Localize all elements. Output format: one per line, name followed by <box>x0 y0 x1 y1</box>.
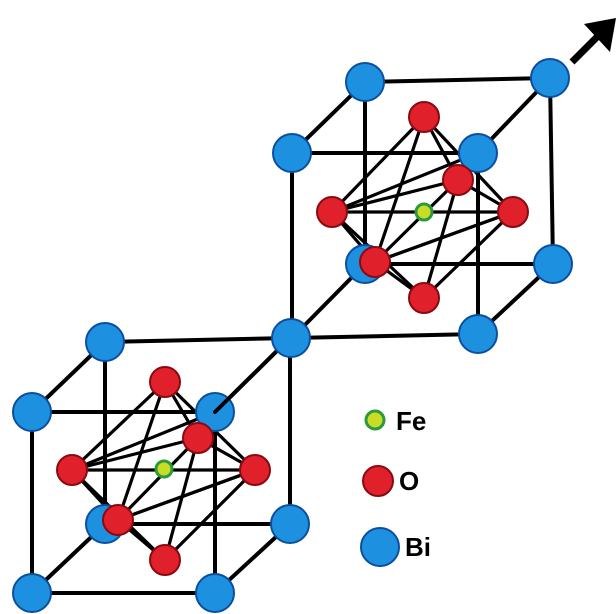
legend-label-o: O <box>399 466 419 496</box>
bi-atom-shared-corner <box>271 318 311 358</box>
o-atom <box>149 544 181 576</box>
o-atom <box>149 366 181 398</box>
o-atom <box>102 504 134 536</box>
legend-item-bi: Bi <box>360 527 431 567</box>
bi-atom <box>458 314 498 354</box>
o-atom <box>408 282 440 314</box>
bi-atom <box>533 244 573 284</box>
o-atom <box>239 454 271 486</box>
bi-atom <box>195 573 235 613</box>
legend: Fe O Bi <box>360 406 431 567</box>
legend-label-fe: Fe <box>396 406 426 436</box>
bi-atom <box>345 62 385 102</box>
bi-atom <box>85 322 125 362</box>
bi-legend-icon <box>360 527 400 567</box>
o-atom <box>497 196 529 228</box>
fe-atom <box>154 459 174 479</box>
legend-label-bi: Bi <box>405 532 431 562</box>
bi-atom <box>12 392 52 432</box>
o-atoms-lower <box>56 366 271 576</box>
o-atom <box>359 246 391 278</box>
direction-arrow <box>569 18 616 65</box>
fe-legend-icon <box>364 409 386 431</box>
unit-cell-lower <box>12 322 310 613</box>
o-legend-icon <box>362 465 394 497</box>
fe-atom <box>414 202 434 222</box>
o-atom <box>182 422 214 454</box>
o-atom <box>408 101 440 133</box>
bi-atom <box>270 504 310 544</box>
o-atom <box>56 454 88 486</box>
bi-atom <box>458 133 498 173</box>
legend-item-o: O <box>362 465 419 497</box>
o-atom <box>316 196 348 228</box>
o-atom <box>442 164 474 196</box>
legend-item-fe: Fe <box>364 406 426 436</box>
unit-cell-upper <box>272 58 573 354</box>
bi-atom <box>12 573 52 613</box>
bi-atom <box>272 133 312 173</box>
o-atoms-upper <box>316 101 529 314</box>
bi-atom <box>530 58 570 98</box>
